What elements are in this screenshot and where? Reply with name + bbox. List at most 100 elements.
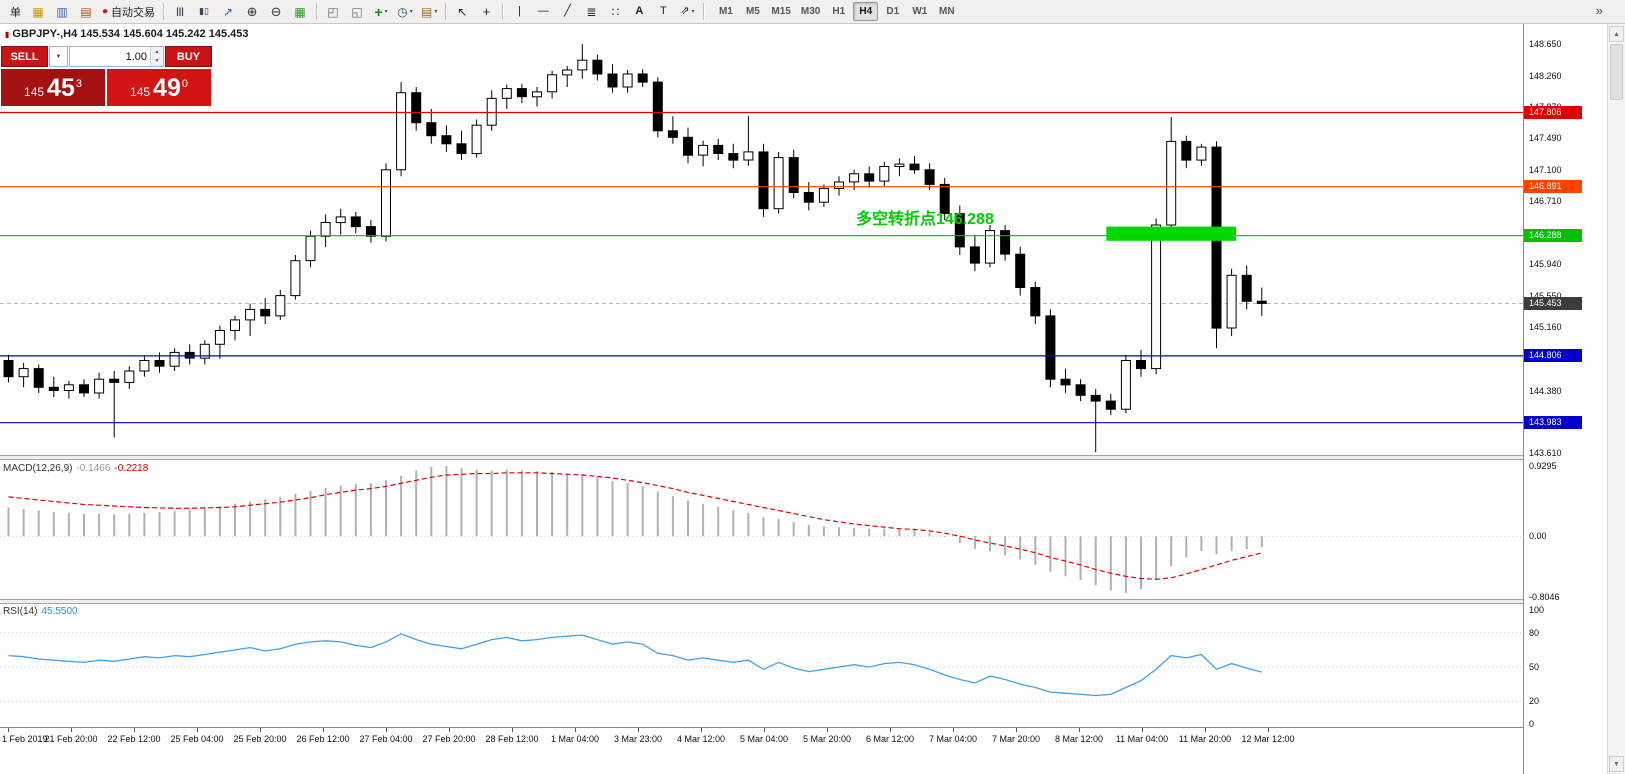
- time-tick: [1079, 728, 1080, 732]
- candlestick-chart-button[interactable]: ▮▯: [193, 2, 215, 22]
- timeframe-d1[interactable]: D1: [886, 6, 900, 17]
- buy-button[interactable]: BUY: [165, 46, 212, 67]
- time-label: 3 Mar 23:00: [613, 734, 663, 744]
- price-tick-label: 145.160: [1529, 322, 1562, 333]
- arrows-button[interactable]: ⇗ ▾: [676, 2, 698, 22]
- macd-signal-line: [8, 472, 1262, 580]
- timeframe-m5[interactable]: M5: [745, 6, 760, 17]
- tile-windows-button[interactable]: ▦: [289, 2, 311, 22]
- timeframe-h1[interactable]: H1: [832, 6, 846, 17]
- time-label: 7 Mar 20:00: [991, 734, 1041, 744]
- timeframe-m30[interactable]: M30: [800, 6, 821, 17]
- text-button[interactable]: A: [628, 2, 650, 22]
- macd-scale-label: 0.00: [1529, 531, 1547, 542]
- vertical-scrollbar[interactable]: ▲ ▼: [1607, 0, 1625, 774]
- time-tick: [953, 728, 954, 732]
- timeframe-m1[interactable]: M1: [718, 6, 733, 17]
- navigator-icon: ▤: [80, 4, 92, 19]
- autotrading-button[interactable]: ● 自动交易: [99, 2, 158, 22]
- text-label-button[interactable]: T: [652, 2, 674, 22]
- periods-button[interactable]: ◷ ▾: [394, 2, 416, 22]
- templates-icon: ▤: [421, 4, 433, 19]
- cascade-windows-button[interactable]: ◰: [322, 2, 344, 22]
- rsi-name: RSI(14): [3, 606, 38, 617]
- price-tick-label: 146.710: [1529, 196, 1562, 207]
- time-tick: [827, 728, 828, 732]
- macd-name: MACD(12,26,9): [3, 463, 73, 474]
- time-tick: [575, 728, 576, 732]
- scrollbar-thumb[interactable]: [1610, 44, 1623, 100]
- shapes-button[interactable]: ∷: [604, 2, 626, 22]
- time-tick: [134, 728, 135, 732]
- fibonacci-button[interactable]: ≣: [580, 2, 602, 22]
- time-tick: [323, 728, 324, 732]
- cascade-windows-icon: ◰: [327, 4, 339, 19]
- autotrading-label: 自动交易: [111, 6, 156, 19]
- time-label: 25 Feb 04:00: [170, 734, 224, 744]
- macd-indicator-label: MACD(12,26,9) -0.1466 -0.2218: [3, 463, 148, 474]
- add-indicator-button[interactable]: + ▾: [370, 2, 392, 22]
- time-tick: [701, 728, 702, 732]
- bar-chart-button[interactable]: |||: [169, 2, 191, 22]
- lot-stepper[interactable]: ▲ ▼: [150, 47, 163, 66]
- zoom-in-button[interactable]: ⊕: [241, 2, 263, 22]
- arrange-windows-button[interactable]: ◱: [346, 2, 368, 22]
- navigator-button[interactable]: ▤: [75, 2, 97, 22]
- trendline-button[interactable]: ╱: [556, 2, 578, 22]
- scroll-up-icon[interactable]: ▲: [1609, 26, 1624, 42]
- sell-price-button[interactable]: 145 45 3: [1, 69, 105, 106]
- stepper-down-icon[interactable]: ▼: [151, 56, 163, 66]
- line-chart-button[interactable]: ↗: [217, 2, 239, 22]
- data-window-button[interactable]: ▥: [51, 2, 73, 22]
- scroll-down-icon[interactable]: ▼: [1609, 756, 1624, 772]
- tile-windows-icon: ▦: [294, 4, 306, 19]
- time-label: 5 Mar 04:00: [739, 734, 789, 744]
- time-label: 5 Mar 20:00: [802, 734, 852, 744]
- price-marker-143.983: 143.983: [1524, 416, 1582, 430]
- time-label: 1 Feb 2019: [2, 734, 48, 744]
- rsi-scale-label: 80: [1529, 627, 1540, 638]
- market-watch-button[interactable]: ▦: [27, 2, 49, 22]
- chevron-down-icon: ▾: [384, 9, 388, 15]
- text-icon: A: [635, 5, 644, 17]
- new-order-button[interactable]: 单: [3, 2, 25, 22]
- timeframe-m15[interactable]: M15: [771, 6, 791, 17]
- stepper-up-icon[interactable]: ▲: [151, 47, 163, 57]
- sell-price-prefix: 145: [24, 85, 45, 99]
- sell-button[interactable]: SELL: [1, 46, 48, 67]
- panel-separator[interactable]: [0, 455, 1523, 460]
- pivot-annotation: 多空转折点146.288: [856, 211, 994, 228]
- price-tick-label: 148.650: [1529, 39, 1562, 49]
- macd-scale-label: -0.8046: [1529, 592, 1560, 602]
- templates-button[interactable]: ▤ ▾: [418, 2, 440, 22]
- price-tick-label: 145.550: [1529, 290, 1562, 301]
- vertical-line-button[interactable]: |: [508, 2, 530, 22]
- price-axis: 148.650148.260147.870147.490147.100146.7…: [1523, 0, 1607, 774]
- timeframe-w1[interactable]: W1: [912, 6, 928, 17]
- chart-canvas[interactable]: [0, 0, 1523, 774]
- macd-scale-label: 0.9295: [1529, 461, 1557, 471]
- order-type-dropdown[interactable]: ▼: [49, 46, 68, 67]
- cursor-button[interactable]: ↖: [451, 2, 473, 22]
- toolbar-separator: [703, 3, 705, 20]
- buy-price-button[interactable]: 145 49 0: [107, 69, 211, 106]
- price-tick-label: 148.260: [1529, 70, 1562, 81]
- lot-size-input[interactable]: 1.00 ▲ ▼: [69, 46, 164, 67]
- time-tick: [197, 728, 198, 732]
- horizontal-line-button[interactable]: —: [532, 2, 554, 22]
- periods-icon: ◷: [397, 4, 408, 19]
- rsi-value: 45.5500: [41, 606, 78, 617]
- price-level-lines[interactable]: [0, 111, 1523, 424]
- toolbar-overflow-icon[interactable]: »: [1595, 3, 1603, 18]
- zoom-out-button[interactable]: ⊖: [265, 2, 287, 22]
- fibonacci-icon: ≣: [586, 4, 597, 19]
- crosshair-button[interactable]: +: [475, 2, 497, 22]
- time-axis: 1 Feb 2019 21 Feb 20:00 22 Feb 12:00 25 Feb…: [0, 727, 1523, 774]
- pivot-highlight-rect[interactable]: [1106, 226, 1237, 241]
- rsi-scale-label: 0: [1529, 719, 1535, 729]
- timeframe-mn[interactable]: MN: [939, 6, 955, 17]
- panel-separator[interactable]: [0, 599, 1523, 604]
- timeframe-h4[interactable]: H4: [853, 2, 879, 21]
- toolbar-separator: [163, 3, 165, 20]
- new-order-label: 单: [10, 6, 21, 19]
